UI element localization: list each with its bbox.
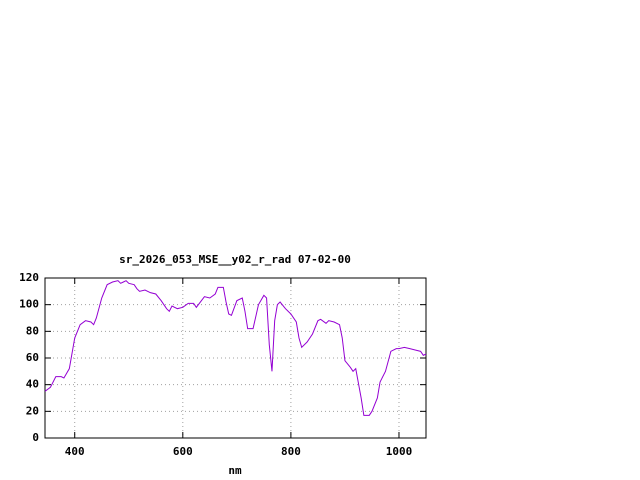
y-tick-label: 60 xyxy=(26,351,39,364)
chart-title: sr_2026_053_MSE__y02_r_rad 07-02-00 xyxy=(119,253,351,266)
x-tick-label: 1000 xyxy=(386,445,413,458)
plot-border xyxy=(44,277,427,439)
y-tick-label: 40 xyxy=(26,378,39,391)
y-tick-label: 120 xyxy=(19,271,39,284)
x-tick-label: 800 xyxy=(281,445,301,458)
x-axis-label: nm xyxy=(228,464,242,477)
y-tick-label: 80 xyxy=(26,324,39,337)
x-tick-label: 600 xyxy=(173,445,193,458)
y-tick-label: 0 xyxy=(32,431,39,444)
y-tick-label: 20 xyxy=(26,404,39,417)
data-line xyxy=(44,280,427,416)
x-tick-label: 400 xyxy=(65,445,85,458)
y-tick-label: 100 xyxy=(19,298,39,311)
